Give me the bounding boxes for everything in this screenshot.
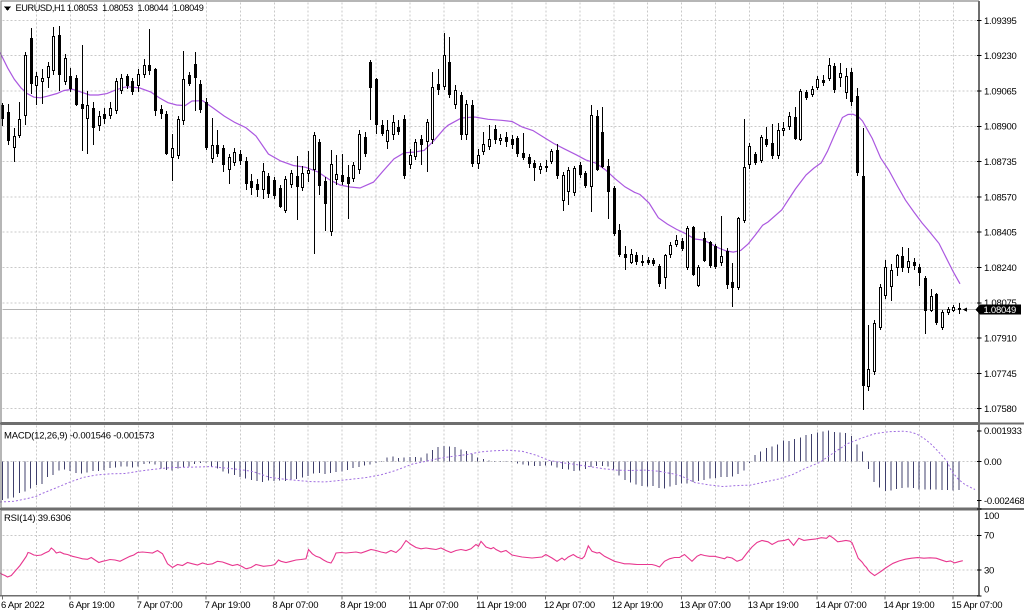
svg-text:70: 70 (984, 531, 994, 542)
svg-text:1.07910: 1.07910 (984, 334, 1017, 345)
svg-text:14 Apr 07:00: 14 Apr 07:00 (816, 600, 867, 611)
svg-text:0.001933: 0.001933 (984, 426, 1022, 437)
svg-text:1.08053: 1.08053 (102, 3, 133, 13)
svg-text:8 Apr 07:00: 8 Apr 07:00 (272, 600, 318, 611)
svg-text:1.08049: 1.08049 (984, 305, 1017, 316)
svg-text:1.09395: 1.09395 (984, 16, 1017, 27)
svg-text:RSI(14) 39.6306: RSI(14) 39.6306 (4, 513, 71, 524)
svg-text:12 Apr 19:00: 12 Apr 19:00 (612, 600, 663, 611)
svg-text:0: 0 (984, 585, 989, 596)
svg-text:1.08240: 1.08240 (984, 263, 1017, 274)
svg-text:1.09065: 1.09065 (984, 86, 1017, 97)
svg-text:15 Apr 07:00: 15 Apr 07:00 (951, 600, 1002, 611)
svg-text:6 Apr 19:00: 6 Apr 19:00 (69, 600, 115, 611)
svg-text:7 Apr 19:00: 7 Apr 19:00 (205, 600, 251, 611)
svg-text:100: 100 (984, 511, 999, 522)
svg-text:1.08735: 1.08735 (984, 157, 1017, 168)
svg-text:-0.002468: -0.002468 (984, 496, 1024, 507)
svg-text:1.08075: 1.08075 (984, 298, 1017, 309)
svg-text:EURUSD,H1: EURUSD,H1 (16, 3, 66, 13)
svg-text:1.08405: 1.08405 (984, 228, 1017, 239)
svg-text:8 Apr 19:00: 8 Apr 19:00 (340, 600, 386, 611)
svg-text:0.00: 0.00 (984, 457, 1002, 468)
svg-text:1.08900: 1.08900 (984, 122, 1017, 133)
svg-text:1.08053: 1.08053 (67, 3, 98, 13)
svg-text:13 Apr 19:00: 13 Apr 19:00 (748, 600, 799, 611)
svg-text:6 Apr 2022: 6 Apr 2022 (1, 600, 44, 611)
svg-text:14 Apr 19:00: 14 Apr 19:00 (884, 600, 935, 611)
svg-text:13 Apr 07:00: 13 Apr 07:00 (680, 600, 731, 611)
svg-text:11 Apr 07:00: 11 Apr 07:00 (408, 600, 458, 611)
svg-text:1.07745: 1.07745 (984, 369, 1017, 380)
svg-text:30: 30 (984, 566, 994, 577)
svg-text:12 Apr 07:00: 12 Apr 07:00 (544, 600, 595, 611)
svg-text:1.08049: 1.08049 (173, 3, 204, 13)
svg-text:MACD(12,26,9) -0.001546 -0.001: MACD(12,26,9) -0.001546 -0.001573 (4, 431, 154, 442)
svg-text:1.08570: 1.08570 (984, 192, 1017, 203)
svg-text:1.07580: 1.07580 (984, 404, 1017, 415)
svg-text:1.08044: 1.08044 (137, 3, 168, 13)
svg-text:1.09230: 1.09230 (984, 51, 1017, 62)
svg-text:11 Apr 19:00: 11 Apr 19:00 (476, 600, 526, 611)
svg-text:7 Apr 07:00: 7 Apr 07:00 (137, 600, 183, 611)
